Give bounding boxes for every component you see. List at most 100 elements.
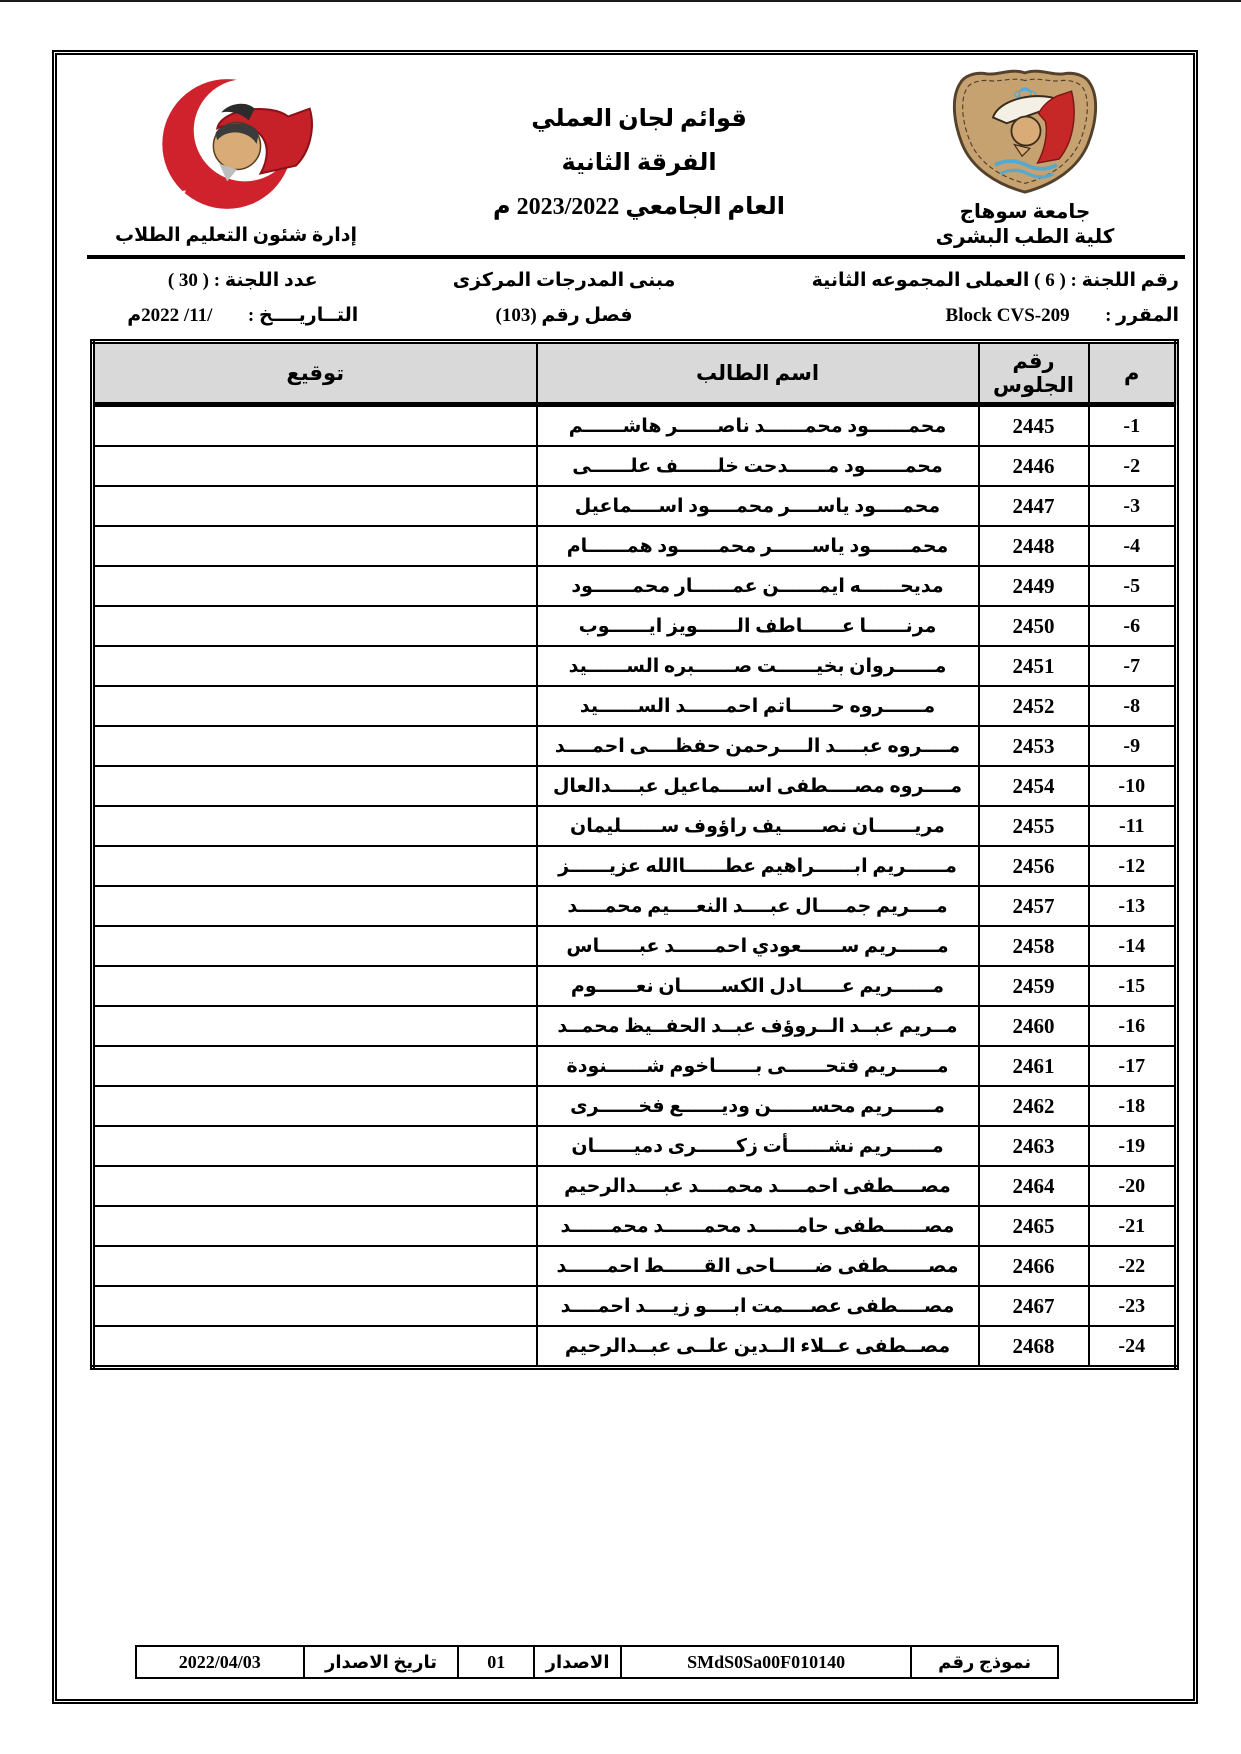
signature-cell[interactable]	[91, 605, 538, 647]
university-block: جامعة سوهاج كلية الطب البشرى	[877, 63, 1173, 250]
row-index: -24	[1087, 1325, 1178, 1369]
info-row-1: رقم اللجنة : ( 6 ) العملى المجموعه الثان…	[71, 269, 1179, 292]
row-index: -20	[1087, 1165, 1178, 1207]
seat-number: 2453	[977, 725, 1090, 767]
seat-number: 2452	[977, 685, 1090, 727]
seat-number: 2456	[977, 845, 1090, 887]
seat-number: 2468	[977, 1325, 1090, 1369]
row-index: -12	[1087, 845, 1178, 887]
table-row: -17 2461 مــــــريم فتحــــــى بــــــاخوم…	[91, 1045, 1178, 1087]
signature-cell[interactable]	[91, 445, 538, 487]
seat-number: 2454	[977, 765, 1090, 807]
university-shield-icon	[941, 69, 1109, 199]
signature-cell[interactable]	[91, 1245, 538, 1287]
signature-cell[interactable]	[91, 525, 538, 567]
student-name: مــــريم جمــــال عبــــد النعــــيم محم…	[535, 885, 980, 927]
title-line-2: الفرقة الثانية	[561, 150, 717, 176]
committee-number-line: رقم اللجنة : ( 6 ) العملى المجموعه الثان…	[811, 270, 1179, 291]
seat-number: 2463	[977, 1125, 1090, 1167]
signature-cell[interactable]	[91, 1165, 538, 1207]
student-name: مــــــروه حــــــاتم احمــــــد الســــ…	[535, 685, 980, 727]
seat-number: 2458	[977, 925, 1090, 967]
seat-number: 2466	[977, 1245, 1090, 1287]
signature-cell[interactable]	[91, 685, 538, 727]
table-row: -7 2451 مــــــروان بخيــــــت صــــــبره …	[91, 645, 1178, 687]
student-name: مــــــريم فتحــــــى بــــــاخوم شـــــ…	[535, 1045, 980, 1087]
table-row: -1 2445 محمــــــود محمــــــد ناصــــــر …	[91, 403, 1178, 447]
signature-cell[interactable]	[91, 485, 538, 527]
signature-cell[interactable]	[91, 1085, 538, 1127]
signature-cell[interactable]	[91, 1325, 538, 1369]
student-name: مــــروه عبــــد الــــرحمن حفظــــى احم…	[535, 725, 980, 767]
seat-number: 2464	[977, 1165, 1090, 1207]
table-row: -24 2468 مصــطفى عــلاء الــدين علــى عبــ…	[91, 1325, 1178, 1369]
column-header-name: اسم الطالب	[535, 340, 980, 407]
table-row: -21 2465 مصــــــطفى حامــــــد محمــــــد…	[91, 1205, 1178, 1247]
row-index: -23	[1087, 1285, 1178, 1327]
issue-value: 01	[457, 1647, 533, 1677]
students-table: م رقم الجلوس اسم الطالب توقيع -1 2445 محمـ…	[90, 339, 1179, 1370]
course-code: Block CVS-209	[945, 305, 1070, 326]
row-index: -4	[1087, 525, 1178, 567]
student-name: مــــروه مصــــطفى اســــماعيل عبــــدال…	[535, 765, 980, 807]
student-name: محمــــــود ياســــــر محمــــــود همـــ…	[535, 525, 980, 567]
seat-number: 2455	[977, 805, 1090, 847]
table-header-row: م رقم الجلوس اسم الطالب توقيع	[91, 340, 1178, 407]
form-number-value: SMdS0Sa00F010140	[619, 1647, 910, 1677]
table-row: -14 2458 مــــــريم ســــــعودي احمــــــد…	[91, 925, 1178, 967]
seat-number: 2462	[977, 1085, 1090, 1127]
exam-info: رقم اللجنة : ( 6 ) العملى المجموعه الثان…	[57, 259, 1193, 327]
table-row: -23 2467 مصــــطفى عصــــمت ابــــو زيــــ…	[91, 1285, 1178, 1327]
signature-cell[interactable]	[91, 403, 538, 447]
student-name: محمــــــود محمــــــد ناصــــــر هاشـــ…	[535, 403, 980, 447]
signature-cell[interactable]	[91, 965, 538, 1007]
table-row: -9 2453 مــــروه عبــــد الــــرحمن حفظـــ…	[91, 725, 1178, 767]
seat-number: 2457	[977, 885, 1090, 927]
signature-cell[interactable]	[91, 1205, 538, 1247]
signature-cell[interactable]	[91, 645, 538, 687]
student-name: مصــــطفى احمــــد محمــــد عبــــدالرحي…	[535, 1165, 980, 1207]
student-name: مــــــريم ســــــعودي احمــــــد عبــــ…	[535, 925, 980, 967]
university-name: جامعة سوهاج	[959, 201, 1091, 223]
row-index: -6	[1087, 605, 1178, 647]
student-name: مــــــريم عــــــادل الكســــــان نعـــ…	[535, 965, 980, 1007]
signature-cell[interactable]	[91, 1125, 538, 1167]
form-page: جامعة سوهاج كلية الطب البشرى قوائم لجان …	[52, 50, 1198, 1704]
row-index: -7	[1087, 645, 1178, 687]
course-label: المقرر :	[1105, 305, 1179, 326]
issue-date-value: 2022/04/03	[178, 1651, 261, 1672]
student-name: مــــــروان بخيــــــت صــــــبره الســـ…	[535, 645, 980, 687]
signature-cell[interactable]	[91, 565, 538, 607]
row-index: -8	[1087, 685, 1178, 727]
title-line-1: قوائم لجان العملي	[531, 106, 747, 132]
signature-cell[interactable]	[91, 1285, 538, 1327]
student-name: محمــــود ياســــر محمــــود اســــماعيل	[535, 485, 980, 527]
seat-number: 2445	[977, 403, 1090, 447]
student-name: مصــــــطفى حامــــــد محمــــــد محمـــ…	[535, 1205, 980, 1247]
form-footer: نموذج رقم SMdS0Sa00F010140 الاصدار 01 تا…	[135, 1645, 1059, 1679]
table-row: -8 2452 مــــــروه حــــــاتم احمــــــد ا…	[91, 685, 1178, 727]
row-index: -22	[1087, 1245, 1178, 1287]
document-title: قوائم لجان العملي الفرقة الثانية العام ا…	[401, 63, 877, 229]
seat-number: 2460	[977, 1005, 1090, 1047]
form-number-label: نموذج رقم	[910, 1647, 1057, 1677]
row-index: -9	[1087, 725, 1178, 767]
signature-cell[interactable]	[91, 765, 538, 807]
student-name: مــــــريم محســــــن وديــــــع فخـــــ…	[535, 1085, 980, 1127]
signature-cell[interactable]	[91, 725, 538, 767]
seat-number: 2450	[977, 605, 1090, 647]
signature-cell[interactable]	[91, 1045, 538, 1087]
page-header: جامعة سوهاج كلية الطب البشرى قوائم لجان …	[57, 55, 1193, 250]
signature-cell[interactable]	[91, 845, 538, 887]
seat-number: 2448	[977, 525, 1090, 567]
seat-number: 2447	[977, 485, 1090, 527]
row-index: -11	[1087, 805, 1178, 847]
seat-number: 2461	[977, 1045, 1090, 1087]
table-row: -22 2466 مصــــــطفى ضــــــاحى القــــــط…	[91, 1245, 1178, 1287]
signature-cell[interactable]	[91, 925, 538, 967]
signature-cell[interactable]	[91, 885, 538, 927]
signature-cell[interactable]	[91, 805, 538, 847]
signature-cell[interactable]	[91, 1005, 538, 1047]
table-row: -3 2447 محمــــود ياســــر محمــــود اســـ…	[91, 485, 1178, 527]
